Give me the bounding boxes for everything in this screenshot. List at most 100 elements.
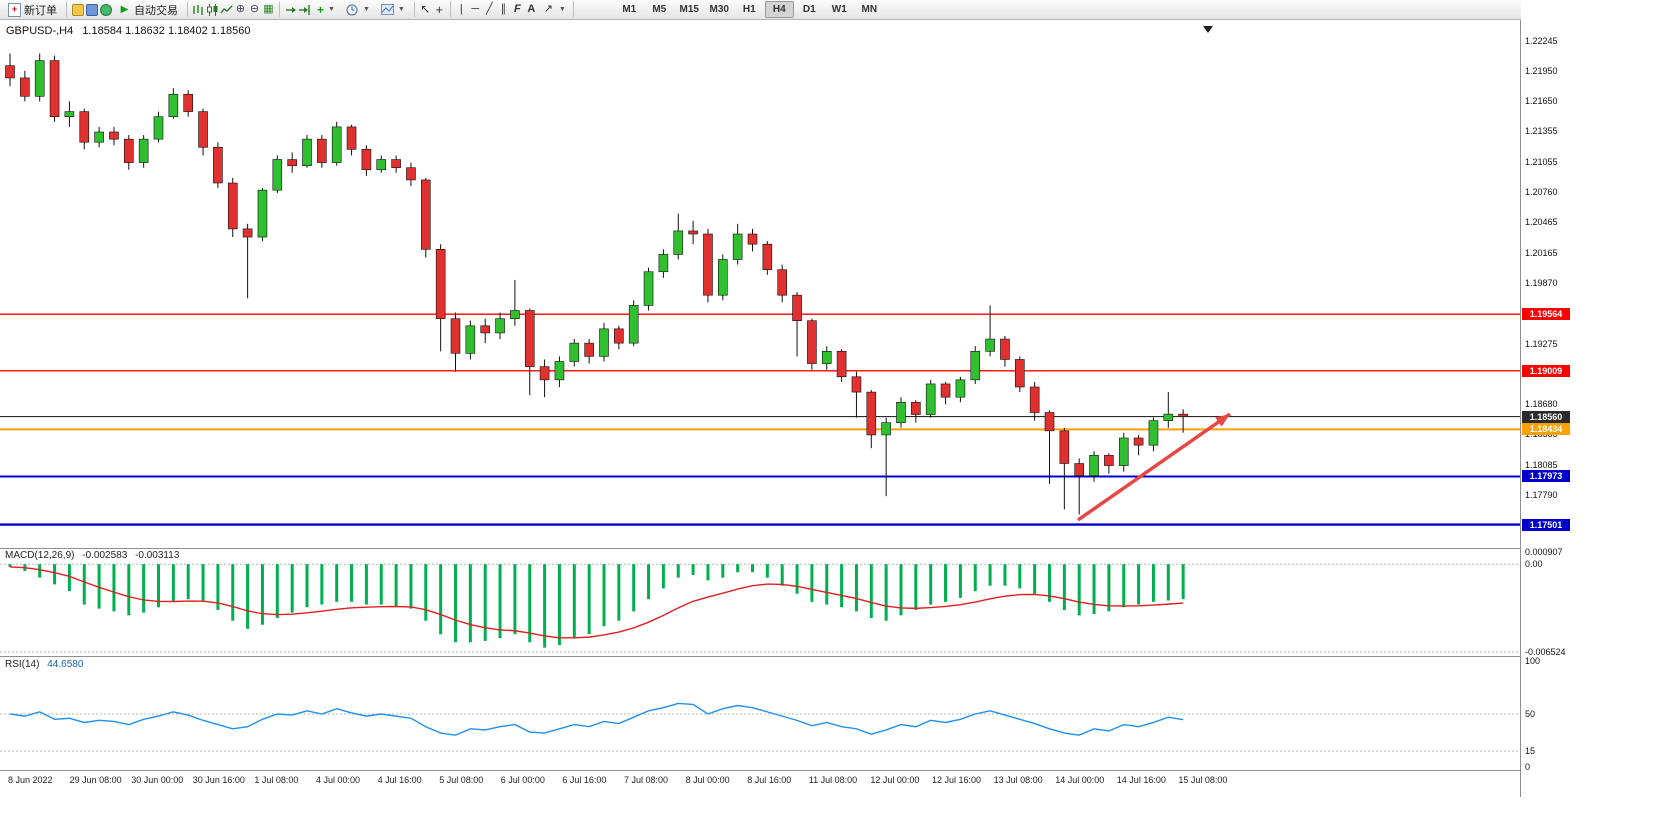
new-order-button[interactable]: + 新订单 [3,0,62,19]
time-axis-label: 14 Jul 00:00 [1055,775,1105,785]
price-axis-label: 1.21355 [1525,126,1558,137]
symbol-period-label: GBPUSD-,H4 [6,25,74,37]
market-watch-icon[interactable] [99,3,112,16]
time-axis-label: 4 Jul 16:00 [377,775,422,785]
time-axis-label: 4 Jul 00:00 [316,775,361,785]
tile-windows-icon[interactable]: ▦ [263,3,274,15]
crosshair-icon[interactable]: + [435,2,444,17]
time-axis-label: 14 Jul 16:00 [1116,775,1166,785]
time-axis-label: 11 Jul 08:00 [808,775,858,785]
rsi-line [9,702,1184,736]
new-order-icon: + [8,2,21,17]
toolbar-separator [279,2,280,17]
toolbar-separator [572,2,574,17]
panel-splitter[interactable] [0,770,1655,771]
rsi-scale-0: 0 [1525,762,1531,772]
auto-scroll-icon[interactable] [284,3,297,16]
rsi-value: 44.6580 [47,659,84,670]
price-axis-label: 1.21055 [1525,157,1558,168]
time-axis-label: 29 Jun 08:00 [69,775,122,785]
time-axis-label: 8 Jun 2022 [8,775,53,785]
price-axis-label: 1.20760 [1525,187,1558,198]
price-axis-label: 1.18085 [1525,460,1558,471]
zoom-out-icon[interactable]: ⊖ [249,3,260,15]
time-axis-label: 6 Jul 16:00 [562,775,607,785]
add-indicator-button[interactable]: + ▼ [312,0,340,19]
time-axis-label: 12 Jul 00:00 [870,775,920,785]
candlestick-chart-icon[interactable] [206,3,219,16]
timeframe-m5-button[interactable]: M5 [652,4,667,15]
time-axis-label: 13 Jul 08:00 [993,775,1043,785]
periods-button[interactable]: ▼ [341,0,375,19]
arrows-tool-button[interactable]: ↗ ▼ [539,0,569,19]
price-level-badge: 1.19564 [1522,308,1570,321]
time-axis-label: 8 Jul 16:00 [747,775,792,785]
price-axis-label: 1.18680 [1525,399,1558,410]
time-axis[interactable]: 8 Jun 2022 29 Jun 08:00 30 Jun 00:00 30 Jun… [0,773,1655,791]
timeframe-h1-button[interactable]: H1 [742,4,756,15]
chevron-down-icon: ▼ [558,6,566,13]
price-axis-label: 1.19870 [1525,277,1558,288]
panel-splitter[interactable] [0,656,1655,657]
zoom-in-icon[interactable]: ⊕ [235,3,246,15]
add-indicator-icon: + [317,2,325,17]
channel-tool-icon[interactable]: ∥ [500,3,507,15]
rsi-canvas[interactable] [0,658,1520,770]
price-axis-label: 1.22245 [1525,35,1558,46]
charts-icon[interactable] [71,3,84,16]
price-axis-label: 1.21650 [1525,96,1558,107]
price-level-badge: 1.17973 [1522,470,1570,483]
bar-chart-icon[interactable] [192,3,205,16]
price-level-lines[interactable] [0,313,1520,526]
timeframe-m15-button[interactable]: M15 [679,4,699,15]
price-level-badge: 1.18434 [1522,423,1570,436]
timeframe-w1-button[interactable]: W1 [831,4,847,15]
time-axis-label: 5 Jul 08:00 [439,775,484,785]
rsi-name: RSI(14) [5,659,40,670]
panel-splitter[interactable] [0,548,1655,549]
line-chart-icon[interactable] [220,3,233,16]
macd-scale-min: -0.006524 [1525,647,1566,657]
price-axis-label: 1.20465 [1525,217,1558,228]
main-chart-canvas[interactable] [0,20,1520,548]
timeframe-m30-button[interactable]: M30 [709,4,729,15]
macd-canvas[interactable] [0,549,1520,656]
time-axis-label: 1 Jul 08:00 [254,775,299,785]
price-axis[interactable]: 0.000907 0.00 -0.006524 100 50 15 0 1.22… [1521,0,1655,825]
horizontal-line-tool-icon[interactable]: ─ [471,3,480,15]
price-axis-label: 1.19275 [1525,338,1558,349]
trend-arrow[interactable] [1076,412,1232,522]
macd-main-value: -0.002583 [82,550,128,561]
toolbar-separator [66,2,67,17]
text-tool-icon[interactable]: A [527,3,536,15]
price-axis-label: 1.21950 [1525,65,1558,76]
toolbar-separator [413,2,415,17]
macd-signal-value: -0.003113 [135,550,180,561]
chevron-down-icon: ▼ [362,6,370,13]
fibonacci-tool-icon[interactable]: F [513,3,521,15]
timeframe-d1-button[interactable]: D1 [802,4,816,15]
arrow-tool-icon: ↗ [543,3,553,15]
auto-trading-button[interactable]: ▶ 自动交易 [113,0,183,19]
rsi-scale-100: 100 [1525,656,1541,666]
new-order-label: 新订单 [24,4,57,17]
price-axis-label: 1.20165 [1525,247,1558,258]
price-axis-label: 1.17790 [1525,490,1558,501]
rsi-scale-15: 15 [1525,746,1536,756]
macd-scale-max: 0.000907 [1525,547,1563,557]
timeframe-h4-button[interactable]: H4 [764,1,794,18]
macd-name: MACD(12,26,9) [5,550,75,561]
vertical-line-tool-icon[interactable]: | [459,3,463,15]
profiles-icon[interactable] [85,3,98,16]
templates-button[interactable]: ▼ [376,0,410,19]
macd-signal-line [9,566,1184,639]
chart-title: GBPUSD-,H4 1.18584 1.18632 1.18402 1.185… [6,25,251,37]
cursor-icon[interactable]: ↖ [420,2,431,16]
timeframe-mn-button[interactable]: MN [861,4,878,15]
trendline-tool-icon[interactable]: ╱ [486,3,493,15]
timeframe-m1-button[interactable]: M1 [622,4,637,15]
price-level-badge: 1.19009 [1522,364,1570,377]
chart-shift-icon[interactable] [298,3,311,16]
macd-histogram [8,564,1185,648]
